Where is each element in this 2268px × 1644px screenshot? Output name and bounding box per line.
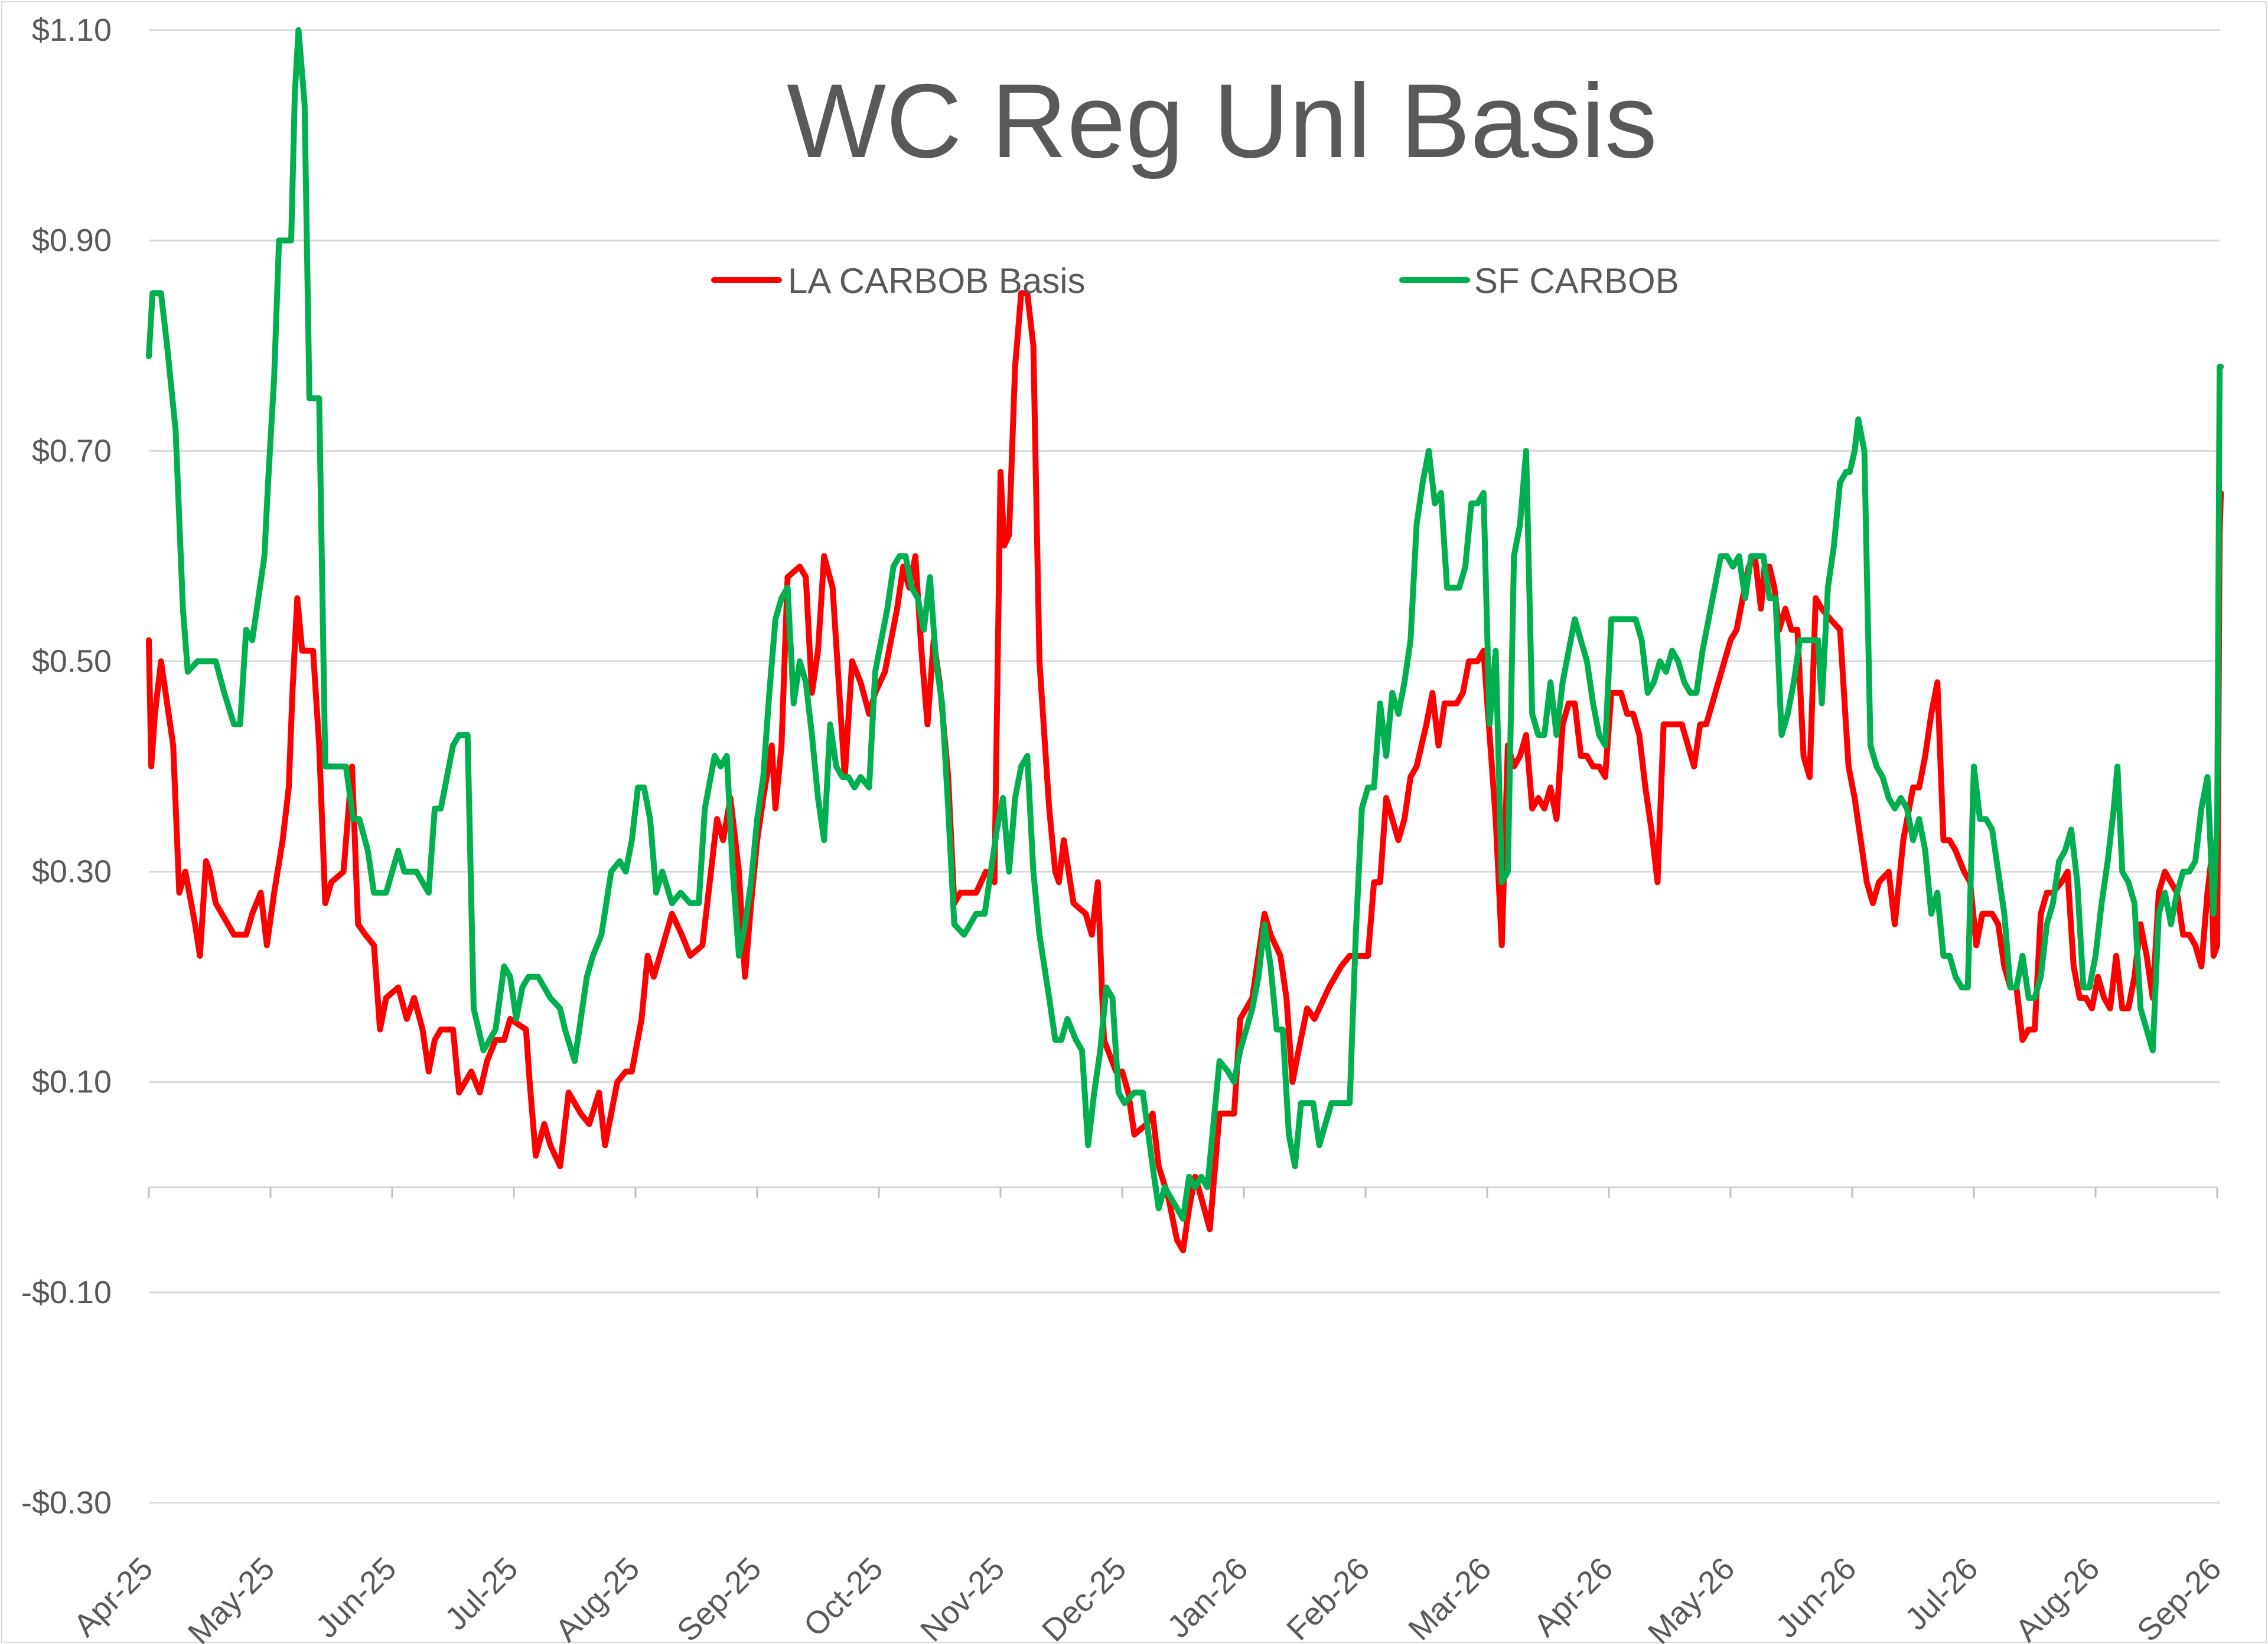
x-tick-label: Dec-25 [1035,1551,1133,1644]
y-tick-label: $0.10 [32,1064,112,1100]
y-tick-label: $0.30 [32,854,112,890]
x-tick-label: Aug-26 [2009,1551,2107,1644]
y-tick-label: $0.70 [32,433,112,468]
y-tick-label: $1.10 [32,12,112,48]
x-tick-label: Jul-26 [1898,1551,1984,1637]
x-tick-label: Mar-26 [1402,1551,1498,1644]
series-line-sf-carbob [146,27,2224,1222]
y-axis-ticks: $1.10 $0.90 $0.70 $0.50 $0.30 $0.10 -$0.10 -$0.… [21,12,112,1521]
chart-title: WC Reg Unl Basis [787,62,1657,180]
x-tick-label: Jul-25 [438,1551,524,1637]
legend: LA CARBOB Basis SF CARBOB [711,261,1679,301]
x-tick-label: Jun-25 [309,1551,403,1644]
series-layer [146,27,2224,1254]
legend-label: LA CARBOB Basis [788,261,1086,301]
gridlines [149,29,2220,1504]
x-tick-label: Apr-25 [67,1551,159,1643]
legend-label: SF CARBOB [1474,261,1679,301]
x-tick-label: Apr-26 [1527,1551,1619,1643]
x-tick-label: Jan-26 [1161,1551,1254,1644]
x-tick-label: Nov-25 [914,1551,1012,1644]
y-tick-label: $0.50 [32,643,112,679]
x-tick-label: Aug-25 [549,1551,647,1644]
x-tick-label: Oct-25 [797,1551,889,1643]
y-tick-label: -$0.30 [21,1485,112,1521]
x-axis: Apr-25 May-25 Jun-25 Jul-25 Aug-25 Sep-25 Oct-… [67,1186,2228,1644]
x-tick-label: May-25 [181,1551,282,1644]
x-tick-label: Sep-25 [670,1551,768,1644]
series-line-la-carbob-basis [146,290,2224,1254]
x-tick-label: May-26 [1641,1551,1742,1644]
x-tick-label: Jun-26 [1769,1551,1863,1644]
x-tick-label: Sep-26 [2130,1551,2228,1644]
y-tick-label: -$0.10 [21,1275,112,1310]
y-tick-label: $0.90 [32,223,112,258]
x-tick-label: Feb-26 [1280,1551,1376,1644]
